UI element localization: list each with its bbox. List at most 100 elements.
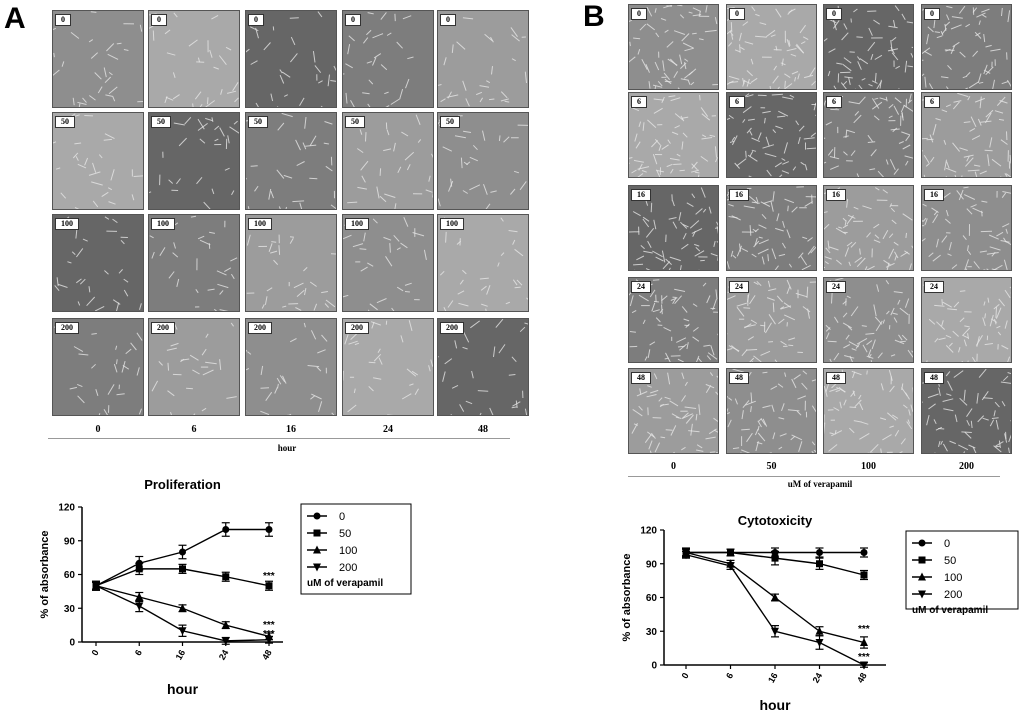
- panel-a-micrograph-r2-c2: 100: [245, 214, 337, 312]
- panel-a-tile-label: 50: [151, 116, 171, 128]
- panel-b-letter: B: [583, 0, 605, 33]
- proliferation-point-200: [178, 627, 187, 636]
- proliferation-point-100: [221, 620, 230, 629]
- proliferation-point-200: [135, 602, 144, 611]
- panel-b-micrograph-r4-c3: 48: [921, 368, 1012, 454]
- cytotoxicity-point-50: [771, 554, 779, 562]
- proliferation-legend-box: [300, 503, 412, 595]
- cytotoxicity-significance-annotation: ***: [858, 624, 870, 635]
- panel-a-axis-caption: hour: [277, 443, 297, 453]
- panel-b-micrograph-r1-c0: 6: [628, 92, 719, 178]
- proliferation-point-50: [222, 573, 230, 581]
- proliferation-chart-title: Proliferation: [144, 477, 221, 492]
- panel-b-divider: [628, 476, 1000, 477]
- panel-a-tile-label: 200: [248, 322, 272, 334]
- panel-a-micrograph-r1-c1: 50: [148, 112, 240, 210]
- panel-b-micrograph-r1-c1: 6: [726, 92, 817, 178]
- cytotoxicity-y-tick-label: 90: [646, 559, 658, 570]
- panel-b-micrograph-r0-c3: 0: [921, 4, 1012, 90]
- proliferation-point-100: [135, 592, 144, 601]
- panel-a-micrograph-r2-c4: 100: [437, 214, 529, 312]
- panel-b-tile-label: 16: [729, 189, 749, 201]
- panel-a-tile-label: 50: [55, 116, 75, 128]
- cytotoxicity-series-line-200: [685, 554, 865, 666]
- panel-a-micrograph-r1-c2: 50: [245, 112, 337, 210]
- panel-b-tile-label: 48: [631, 372, 651, 384]
- panel-b-micrograph-r3-c1: 24: [726, 277, 817, 363]
- panel-a-letter: A: [4, 2, 26, 35]
- cytotoxicity-x-tick-label: 24: [811, 671, 825, 685]
- panel-a-micrograph-r2-c0: 100: [52, 214, 144, 312]
- cytotoxicity-y-tick-label: 30: [646, 627, 658, 638]
- panel-b-micrograph-r4-c0: 48: [628, 368, 719, 454]
- panel-b-micrograph-r1-c2: 6: [823, 92, 914, 178]
- cytotoxicity-x-tick-label: 0: [680, 671, 691, 680]
- panel-a-tile-label: 0: [248, 14, 264, 26]
- panel-b-tile-label: 24: [826, 281, 846, 293]
- panel-a-tile-label: 0: [440, 14, 456, 26]
- panel-a-micrograph-r2-c1: 100: [148, 214, 240, 312]
- panel-b-tile-label: 6: [826, 96, 842, 108]
- cytotoxicity-x-tick-label: 16: [766, 671, 780, 685]
- proliferation-y-tick-label: 60: [64, 570, 76, 581]
- cytotoxicity-legend-title: uM of verapamil: [912, 605, 988, 616]
- proliferation-x-tick-label: 6: [133, 648, 144, 657]
- proliferation-legend-marker-0: [313, 512, 321, 520]
- panel-a-tile-label: 0: [345, 14, 361, 26]
- panel-b-column-label: 100: [861, 461, 876, 472]
- proliferation-point-50: [179, 565, 186, 573]
- panel-a-micrograph-r0-c2: 0: [245, 10, 337, 108]
- panel-b-micrograph-r4-c1: 48: [726, 368, 817, 454]
- cytotoxicity-point-100: [771, 593, 779, 601]
- panel-a-micrograph-r0-c3: 0: [342, 10, 434, 108]
- proliferation-y-axis-label: % of absorbance: [39, 530, 51, 618]
- panel-b-tile-label: 24: [924, 281, 944, 293]
- cytotoxicity-y-tick-label: 0: [651, 661, 657, 672]
- proliferation-x-tick-label: 16: [174, 648, 188, 662]
- cytotoxicity-y-tick-label: 60: [646, 593, 658, 604]
- proliferation-legend-label: 100: [339, 545, 357, 557]
- panel-b-tile-label: 0: [924, 8, 940, 20]
- proliferation-legend-marker-100: [313, 545, 321, 554]
- proliferation-legend-title: uM of verapamil: [307, 578, 383, 589]
- panel-b-micrograph-r2-c1: 16: [726, 185, 817, 271]
- panel-a-column-label: 0: [95, 424, 101, 435]
- panel-a-tile-label: 200: [345, 322, 369, 334]
- panel-b-micrograph-r0-c2: 0: [823, 4, 914, 90]
- proliferation-point-100: [178, 603, 187, 612]
- proliferation-point-200: [92, 582, 100, 591]
- cytotoxicity-point-200: [860, 661, 868, 670]
- panel-a-micrograph-r0-c4: 0: [437, 10, 529, 108]
- cytotoxicity-point-0: [816, 549, 823, 556]
- cytotoxicity-legend-label: 100: [944, 572, 962, 584]
- cytotoxicity-point-200: [682, 551, 690, 560]
- cytotoxicity-y-tick-label: 120: [640, 526, 657, 537]
- cytotoxicity-legend-marker-0: [918, 539, 926, 547]
- cytotoxicity-point-50: [727, 549, 734, 556]
- cytotoxicity-point-100: [815, 626, 824, 635]
- panel-a-micrograph-r3-c3: 200: [342, 318, 434, 416]
- panel-b-micrograph-r2-c0: 16: [628, 185, 719, 271]
- cytotoxicity-point-200: [771, 627, 779, 636]
- proliferation-x-tick-label: 24: [217, 648, 231, 662]
- panel-a-micrograph-r3-c4: 200: [437, 318, 529, 416]
- panel-a-tile-label: 100: [345, 218, 369, 230]
- panel-a-micrograph-r3-c2: 200: [245, 318, 337, 416]
- panel-a-micrograph-r2-c3: 100: [342, 214, 434, 312]
- proliferation-legend-marker-200: [313, 563, 321, 572]
- cytotoxicity-x-tick-label: 48: [855, 671, 869, 685]
- panel-a-micrograph-r3-c1: 200: [148, 318, 240, 416]
- panel-b-axis-caption: uM of verapamil: [787, 479, 853, 489]
- panel-a-micrograph-r0-c0: 0: [52, 10, 144, 108]
- cytotoxicity-point-50: [860, 571, 868, 579]
- panel-a-column-label: 16: [286, 424, 296, 435]
- panel-b-tile-label: 6: [631, 96, 647, 108]
- panel-a-tile-label: 0: [55, 14, 71, 26]
- cytotoxicity-point-0: [860, 549, 868, 556]
- panel-b-column-label: 200: [959, 461, 974, 472]
- panel-b-tile-label: 0: [631, 8, 647, 20]
- panel-b-tile-label: 16: [924, 189, 944, 201]
- proliferation-legend-label: 0: [339, 511, 345, 523]
